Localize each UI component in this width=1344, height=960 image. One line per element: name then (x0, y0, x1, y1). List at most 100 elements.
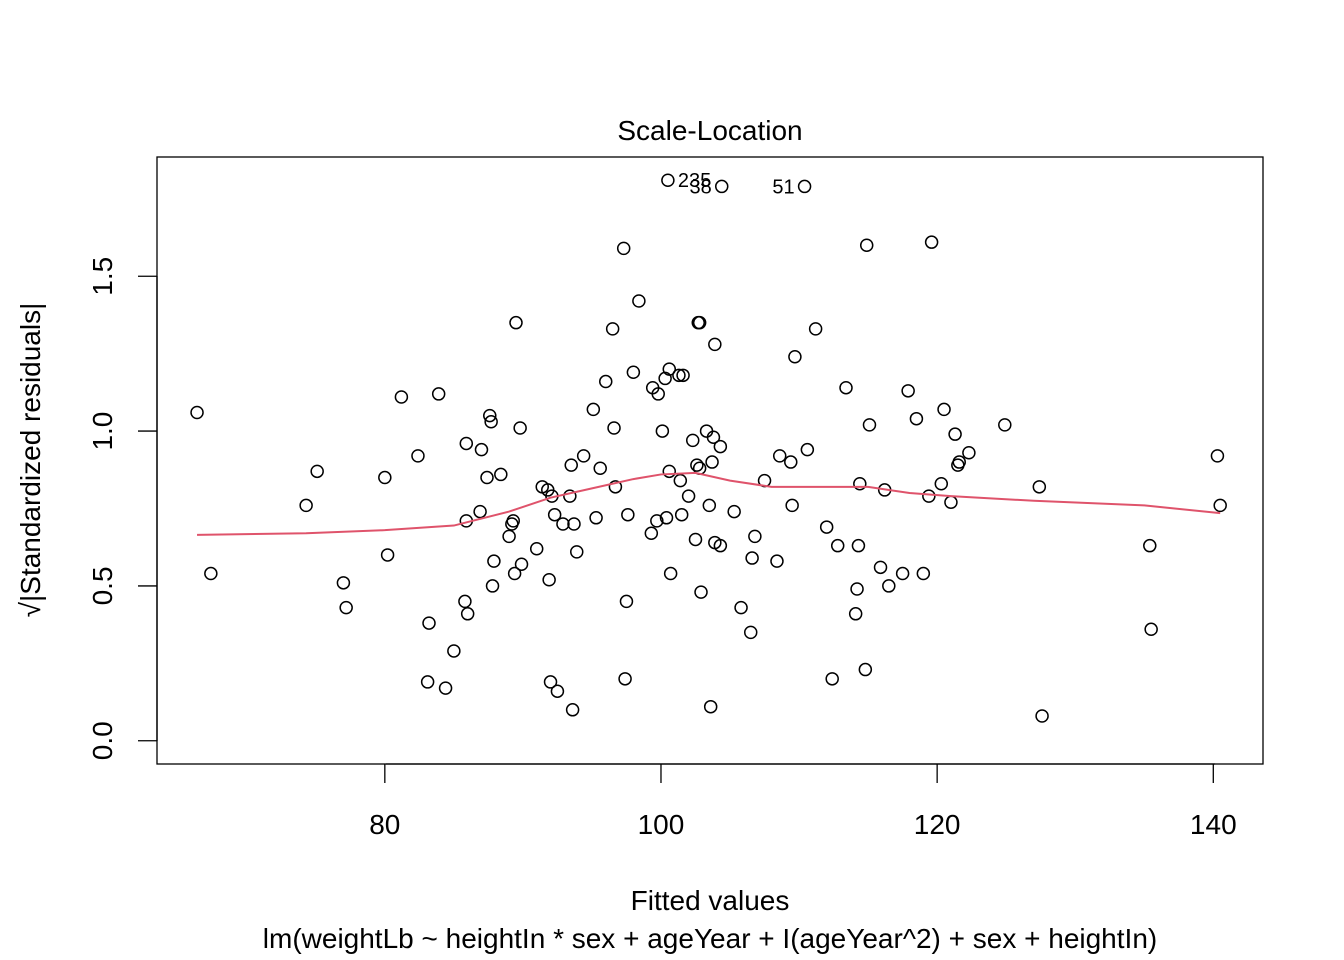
data-point (702, 498, 717, 513)
data-point (570, 545, 584, 559)
data-point (713, 538, 728, 553)
data-point (944, 495, 958, 510)
data-point (934, 476, 949, 491)
data-point (1144, 622, 1158, 637)
data-point (909, 411, 924, 426)
data-point (310, 464, 324, 479)
data-point (662, 362, 677, 376)
data-point (655, 424, 670, 438)
data-point (808, 322, 823, 336)
data-point (480, 470, 494, 485)
data-point (851, 538, 866, 553)
data-point (962, 446, 976, 460)
data-point (607, 421, 621, 435)
data-point (772, 449, 787, 463)
data-point (797, 179, 812, 194)
data-point (514, 557, 529, 571)
data-point (564, 458, 578, 472)
data-point (339, 600, 353, 615)
data-point (608, 480, 623, 494)
data-point (204, 566, 218, 581)
data-point (542, 572, 556, 587)
data-point (420, 675, 435, 689)
data-point (924, 235, 939, 249)
data-point (576, 449, 591, 463)
data-point (895, 566, 910, 581)
data-point (674, 507, 689, 522)
data-point (839, 380, 853, 395)
data-point (858, 662, 873, 677)
x-tick-label: 100 (638, 809, 685, 840)
smooth-line (197, 471, 1221, 536)
data-point (543, 675, 558, 689)
data-point (431, 387, 446, 401)
y-tick-label: 1.5 (87, 257, 118, 296)
data-point (651, 387, 665, 401)
data-point (690, 458, 704, 472)
data-point (948, 427, 962, 441)
data-point (1032, 480, 1047, 494)
data-point (830, 538, 845, 553)
data-point (507, 566, 522, 581)
point-label: 51 (772, 176, 794, 198)
data-point (513, 421, 527, 435)
data-point (848, 607, 863, 621)
data-point (458, 594, 472, 609)
data-point (743, 625, 758, 640)
y-tick-label: 0.0 (87, 721, 118, 760)
data-point (662, 464, 677, 479)
data-point (727, 504, 741, 519)
data-point (336, 576, 351, 590)
data-point (422, 616, 436, 630)
data-point (394, 390, 409, 404)
data-point (819, 520, 834, 534)
y-axis-label: √|Standardized residuals| (15, 303, 46, 618)
data-point (706, 430, 721, 445)
data-point (1210, 449, 1225, 463)
data-point (589, 511, 603, 525)
data-point (438, 681, 453, 695)
residual-points (190, 173, 1227, 723)
data-point (616, 241, 631, 256)
point-label: 38 (689, 176, 711, 198)
data-point (659, 511, 674, 525)
data-point (565, 703, 580, 717)
data-point (599, 374, 613, 389)
data-point (853, 476, 867, 491)
data-point (714, 179, 729, 194)
data-point (663, 566, 678, 581)
data-point (699, 424, 714, 438)
data-point (850, 582, 864, 596)
data-point (556, 517, 570, 531)
data-point (681, 489, 696, 503)
data-point (447, 644, 461, 658)
data-point (494, 467, 508, 482)
data-point (788, 350, 802, 364)
x-tick-label: 140 (1190, 809, 1237, 840)
data-point (632, 294, 646, 308)
data-point (502, 529, 516, 544)
data-point (694, 585, 708, 599)
data-point (1035, 709, 1049, 723)
x-tick-label: 80 (369, 809, 400, 840)
data-point (618, 672, 632, 686)
data-point (621, 507, 635, 522)
data-point (672, 368, 686, 383)
y-tick-label: 0.5 (87, 566, 118, 605)
data-point (378, 470, 392, 485)
data-point (619, 594, 634, 609)
data-point (922, 489, 936, 503)
data-point (770, 554, 784, 568)
data-point (998, 418, 1012, 432)
data-point (567, 517, 581, 531)
data-point (882, 579, 896, 593)
data-point (547, 507, 562, 522)
data-point (586, 402, 601, 417)
data-point (685, 433, 700, 448)
data-point (460, 607, 475, 621)
chart-title: Scale-Location (617, 115, 802, 146)
point-label: 235 (678, 170, 711, 192)
data-point (593, 461, 607, 475)
